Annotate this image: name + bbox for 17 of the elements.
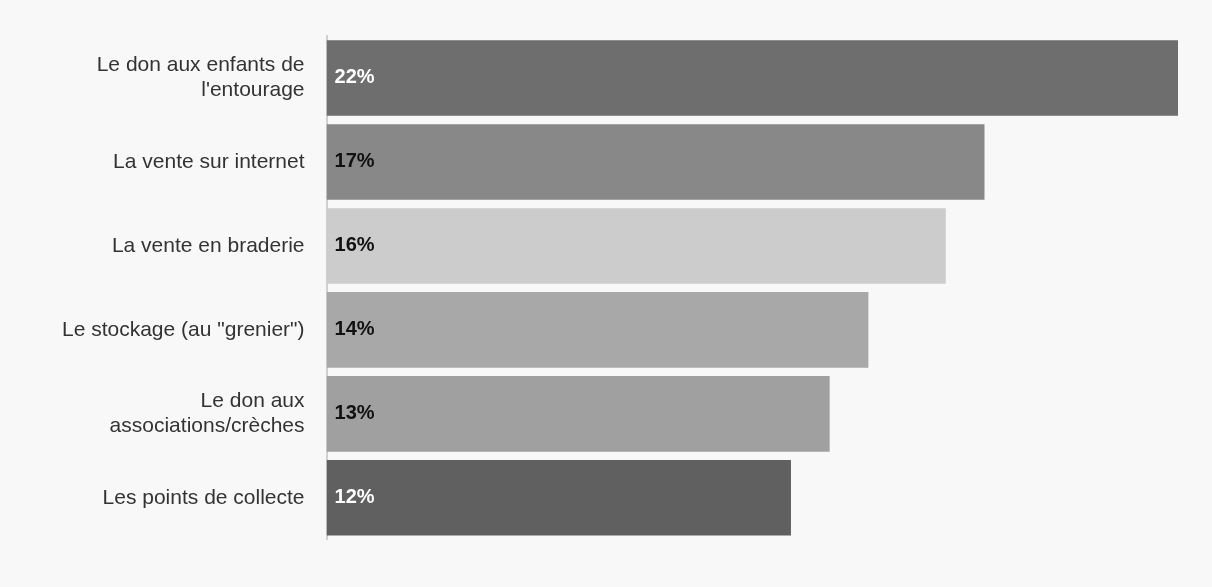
bar <box>326 292 869 368</box>
data-label: 22% <box>334 65 375 88</box>
y-tick-label: La vente en braderie <box>111 232 305 256</box>
bar <box>326 376 830 452</box>
bar <box>326 40 1178 116</box>
data-label: 13% <box>334 401 375 424</box>
data-label: 12% <box>334 485 375 508</box>
data-label: 17% <box>334 149 375 172</box>
y-tick-label: Le don aux enfants de l'entourage <box>96 52 305 101</box>
bar <box>326 124 985 200</box>
y-tick-label: Le stockage (au "grenier") <box>61 316 305 340</box>
data-label: 16% <box>334 233 375 256</box>
data-label: 14% <box>334 317 375 340</box>
bar <box>326 460 791 536</box>
y-tick-label: Les points de collecte <box>102 484 305 508</box>
y-tick-label: Le don aux associations/crèches <box>109 388 306 437</box>
y-tick-label: La vente sur internet <box>113 148 305 172</box>
